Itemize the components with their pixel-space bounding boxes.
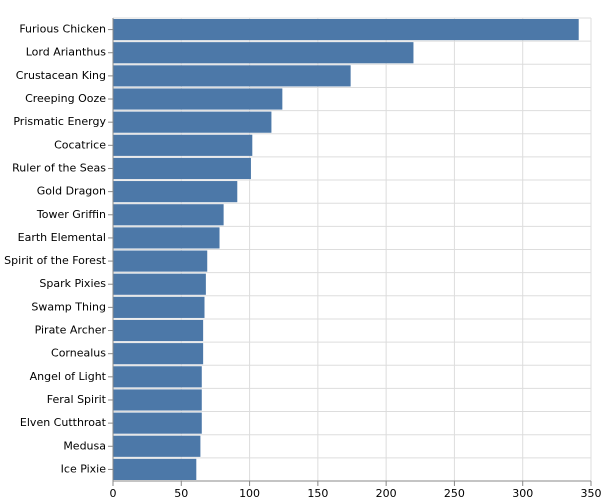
y-tick-label: Cocatrice (54, 138, 106, 151)
y-tick-label: Swamp Thing (31, 300, 106, 313)
bar (113, 65, 351, 87)
bar (113, 88, 283, 110)
bar (113, 389, 202, 411)
bar (113, 181, 238, 203)
x-tick-label: 150 (307, 487, 328, 500)
y-tick-label: Angel of Light (30, 370, 107, 383)
bar (113, 250, 208, 272)
bar (113, 134, 253, 156)
bar (113, 227, 220, 249)
x-tick-label: 250 (444, 487, 465, 500)
x-tick-label: 0 (110, 487, 117, 500)
x-tick-label: 300 (512, 487, 533, 500)
bar (113, 19, 579, 41)
bar (113, 366, 202, 388)
y-tick-label: Ice Pixie (61, 462, 107, 475)
bar (113, 296, 205, 318)
y-tick-label: Spirit of the Forest (4, 254, 107, 267)
y-tick-label: Feral Spirit (47, 393, 107, 406)
bar (113, 319, 204, 342)
x-tick-label: 50 (174, 487, 188, 500)
bar (113, 42, 414, 64)
y-tick-label: Creeping Ooze (25, 92, 106, 105)
x-tick-label: 100 (239, 487, 260, 500)
bar (113, 273, 206, 295)
y-tick-label: Pirate Archer (35, 324, 107, 337)
y-tick-label: Tower Griffin (36, 208, 106, 221)
x-tick-label: 350 (581, 487, 602, 500)
y-tick-label: Prismatic Energy (13, 115, 106, 128)
y-tick-label: Ruler of the Seas (12, 161, 106, 174)
x-tick-label: 200 (376, 487, 397, 500)
y-tick-label: Cornealus (51, 347, 106, 360)
y-tick-label: Crustacean King (16, 69, 106, 82)
y-tick-label: Lord Arianthus (26, 46, 107, 59)
bar (113, 204, 224, 226)
bar (113, 111, 272, 133)
bar (113, 435, 201, 457)
y-tick-label: Spark Pixies (39, 277, 106, 290)
y-tick-label: Gold Dragon (37, 185, 106, 198)
bar (113, 458, 197, 480)
y-tick-label: Furious Chicken (19, 23, 106, 36)
bar (113, 157, 251, 180)
y-tick-label: Earth Elemental (18, 231, 106, 244)
y-tick-label: Elven Cutthroat (20, 416, 107, 429)
y-tick-label: Medusa (63, 439, 106, 452)
bar (113, 343, 204, 365)
bar (113, 412, 202, 434)
